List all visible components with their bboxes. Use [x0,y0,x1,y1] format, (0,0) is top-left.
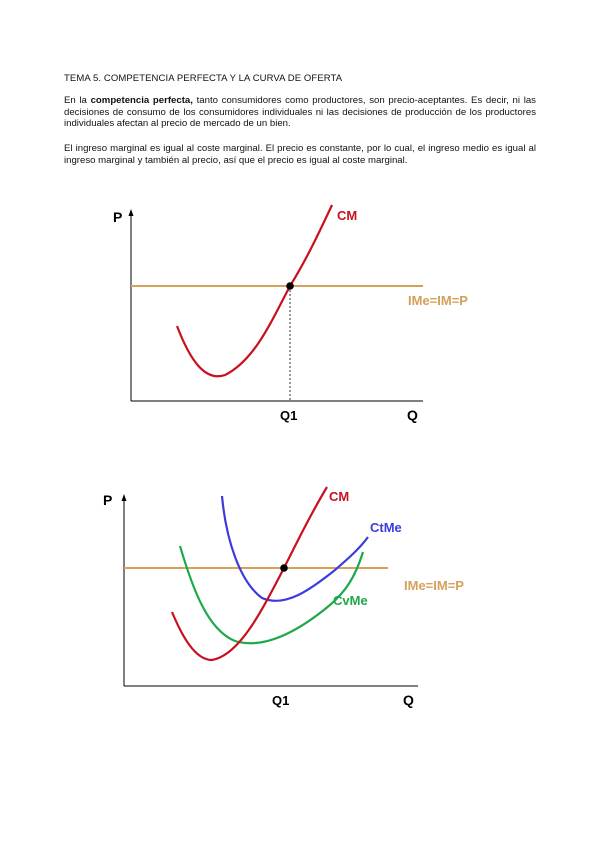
equilibrium-point [280,564,288,572]
paragraph-intro: En la [64,95,91,106]
q1-label: Q1 [280,408,297,423]
x-axis-label: Q [403,692,414,708]
equilibrium-point [286,282,294,290]
ctme-curve [220,495,369,602]
cvme-label: CvMe [333,593,368,608]
cm-label: CM [329,489,349,504]
q1-label: Q1 [272,693,289,708]
ime-label: IMe=IM=P [408,293,468,308]
paragraph-ingreso: El ingreso marginal es igual al coste ma… [64,143,536,166]
y-axis-arrow [121,494,127,501]
cm-curve [170,486,328,662]
paragraph-bold-term: competencia perfecta, [90,95,193,106]
cm-curve [175,204,333,378]
figure-1: P Q Q1 CM IMe=IM=P [113,204,468,423]
cvme-curve [178,545,365,645]
y-axis-label: P [113,209,122,225]
y-axis-label: P [103,492,112,508]
ctme-label: CtMe [370,520,402,535]
ime-label: IMe=IM=P [404,578,464,593]
paragraph-competencia: En la competencia perfecta, tanto consum… [64,95,536,130]
document-heading: TEMA 5. COMPETENCIA PERFECTA Y LA CURVA … [64,73,343,84]
x-axis-label: Q [407,407,418,423]
y-axis-arrow [128,209,134,216]
figure-2: P Q Q1 CM CtMe CvMe IMe=IM=P [103,486,464,708]
cm-label: CM [337,208,357,223]
paragraph-rest: tanto consumidores como productores, son… [64,95,536,130]
